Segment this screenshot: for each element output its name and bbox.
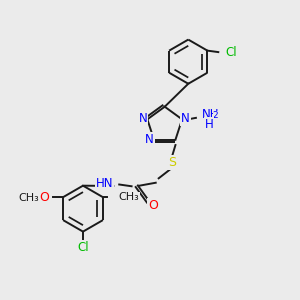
Text: HN: HN	[96, 177, 113, 190]
Text: O: O	[148, 199, 158, 212]
Text: CH₃: CH₃	[118, 192, 139, 202]
Text: Cl: Cl	[77, 241, 89, 254]
Text: NH: NH	[202, 108, 219, 121]
Text: S: S	[168, 156, 176, 169]
Text: CH₃: CH₃	[19, 193, 40, 203]
Text: H: H	[205, 118, 214, 131]
Text: N: N	[139, 112, 147, 125]
Text: 2: 2	[213, 111, 218, 120]
Text: N: N	[181, 112, 190, 125]
Text: Cl: Cl	[225, 46, 237, 59]
Text: O: O	[39, 191, 49, 204]
Text: N: N	[145, 133, 154, 146]
